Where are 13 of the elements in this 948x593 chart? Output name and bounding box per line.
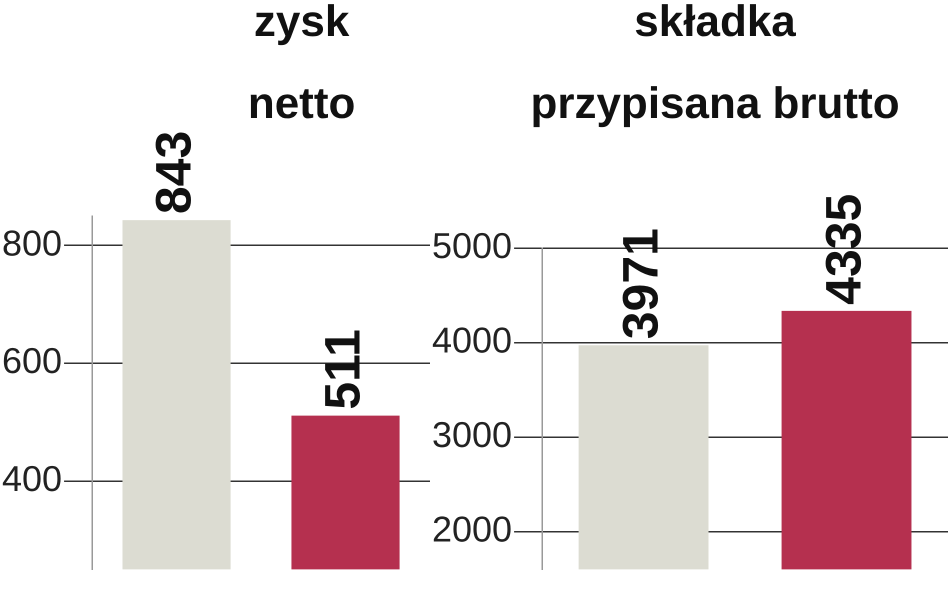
chart-title: składka przypisana brutto [530, 0, 900, 128]
y-tick-label: 5000 [432, 224, 512, 266]
y-tick-label: 3000 [432, 414, 512, 455]
data-label: 511 [314, 329, 370, 410]
y-tick-label: 2000 [432, 508, 512, 550]
y-tick-label: 400 [2, 458, 62, 499]
chart-title: zysk netto [248, 0, 356, 128]
y-tick-label: 600 [2, 340, 62, 382]
data-label: 4335 [815, 194, 872, 305]
data-label: 843 [145, 130, 202, 214]
data-label: 3971 [612, 228, 668, 340]
y-tick-label: 4000 [432, 319, 512, 360]
y-tick-label: 800 [2, 222, 62, 264]
